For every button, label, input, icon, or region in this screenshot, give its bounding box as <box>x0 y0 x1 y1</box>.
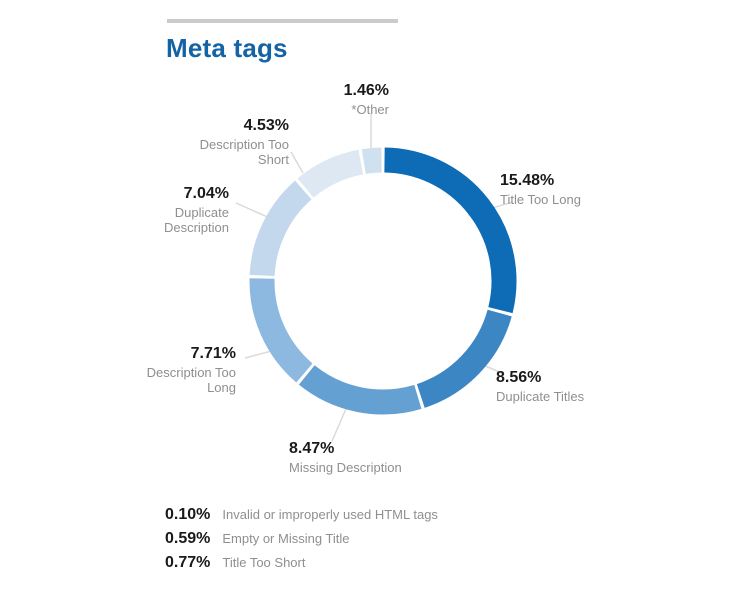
segment-value: 4.53% <box>243 117 289 134</box>
segment-label: 8.47% Missing Description <box>289 439 429 475</box>
segment-value: 8.47% <box>289 440 335 457</box>
segment-label: 1.46% *Other <box>317 81 389 117</box>
segment-name: Duplicate Description <box>163 205 229 235</box>
segment-name: Duplicate Titles <box>496 389 585 404</box>
donut-segment-missing-description <box>298 365 422 415</box>
segment-label: 4.53% Description Too Short <box>197 116 289 167</box>
segment-label: 8.56% Duplicate Titles <box>496 368 626 404</box>
footnote-label: Empty or Missing Title <box>222 531 350 546</box>
donut-segment-duplicate-titles <box>416 309 512 408</box>
segment-label: 7.71% Description Too Long <box>144 344 236 395</box>
footnote-value: 0.77% <box>165 554 211 571</box>
footnote-row: 0.77% Title Too Short <box>165 554 438 578</box>
donut-segment-description-too-short <box>297 149 364 198</box>
segment-label: 15.48% Title Too Long <box>500 171 620 207</box>
divider-line <box>167 19 398 23</box>
donut-segment-other <box>361 147 382 174</box>
segment-name: Description Too Short <box>199 137 289 167</box>
segment-value: 1.46% <box>343 82 389 99</box>
segment-name: *Other <box>351 102 389 117</box>
segment-label: 7.04% Duplicate Description <box>137 184 229 235</box>
footnote-list: 0.10% Invalid or improperly used HTML tag… <box>165 506 438 578</box>
footnote-value: 0.59% <box>165 530 211 547</box>
footnote-label: Invalid or improperly used HTML tags <box>222 507 438 522</box>
footnote-row: 0.59% Empty or Missing Title <box>165 530 438 554</box>
donut-segment-duplicate-description <box>249 180 312 277</box>
donut-segment-description-too-long <box>249 278 313 383</box>
footnote-value: 0.10% <box>165 506 211 523</box>
segment-value: 7.04% <box>183 185 229 202</box>
segment-name: Title Too Long <box>500 192 581 207</box>
footnote-label: Title Too Short <box>222 555 306 570</box>
segment-value: 15.48% <box>500 172 555 189</box>
segment-value: 8.56% <box>496 369 542 386</box>
segment-name: Missing Description <box>289 460 402 475</box>
segment-value: 7.71% <box>190 345 236 362</box>
page-title: Meta tags <box>166 33 288 63</box>
leader-line <box>290 151 304 174</box>
leader-line <box>235 202 273 220</box>
donut-segment-title-too-long <box>384 147 517 314</box>
segment-name: Description Too Long <box>146 365 236 395</box>
footnote-row: 0.10% Invalid or improperly used HTML tag… <box>165 506 438 530</box>
